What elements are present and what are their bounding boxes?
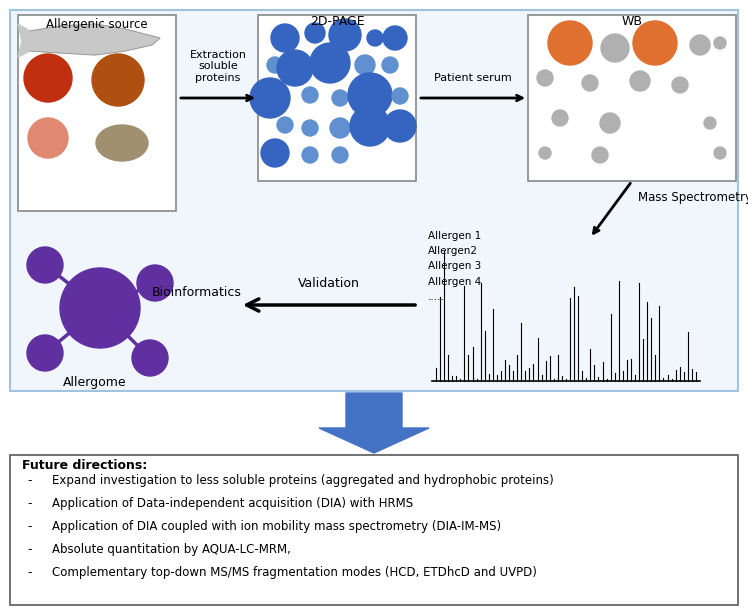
Circle shape	[332, 147, 348, 163]
Circle shape	[250, 78, 290, 118]
Text: Mass Spectrometry: Mass Spectrometry	[638, 191, 748, 205]
Text: Bioinformatics: Bioinformatics	[152, 286, 242, 300]
Circle shape	[383, 26, 407, 50]
Text: Allergome: Allergome	[63, 376, 127, 389]
Circle shape	[367, 30, 383, 46]
Circle shape	[261, 139, 289, 167]
Circle shape	[714, 147, 726, 159]
Circle shape	[305, 23, 325, 43]
Circle shape	[302, 147, 318, 163]
Circle shape	[672, 77, 688, 93]
Circle shape	[330, 118, 350, 138]
Text: -: -	[28, 497, 32, 510]
Circle shape	[271, 24, 299, 52]
Text: -: -	[28, 520, 32, 533]
Circle shape	[633, 21, 677, 65]
Polygon shape	[30, 24, 160, 55]
Circle shape	[310, 43, 350, 83]
Text: Future directions:: Future directions:	[22, 459, 147, 472]
Circle shape	[392, 88, 408, 104]
Text: -: -	[28, 566, 32, 579]
Text: Application of DIA coupled with ion mobility mass spectrometry (DIA-IM-MS): Application of DIA coupled with ion mobi…	[52, 520, 501, 533]
Circle shape	[350, 106, 390, 146]
Text: -: -	[28, 474, 32, 487]
Circle shape	[267, 57, 283, 73]
Text: Application of Data-independent acquisition (DIA) with HRMS: Application of Data-independent acquisit…	[52, 497, 413, 510]
Circle shape	[137, 265, 173, 301]
Circle shape	[332, 90, 348, 106]
Circle shape	[382, 57, 398, 73]
Circle shape	[539, 147, 551, 159]
FancyBboxPatch shape	[528, 15, 736, 181]
FancyBboxPatch shape	[10, 10, 738, 391]
Polygon shape	[319, 393, 429, 453]
Circle shape	[600, 113, 620, 133]
Circle shape	[355, 55, 375, 75]
FancyBboxPatch shape	[10, 455, 738, 605]
Text: Expand investigation to less soluble proteins (aggregated and hydrophobic protei: Expand investigation to less soluble pro…	[52, 474, 554, 487]
Circle shape	[548, 21, 592, 65]
Text: Validation: Validation	[298, 277, 360, 290]
Text: Absolute quantitation by AQUA-LC-MRM,: Absolute quantitation by AQUA-LC-MRM,	[52, 543, 291, 556]
Circle shape	[302, 87, 318, 103]
Circle shape	[277, 117, 293, 133]
Circle shape	[630, 71, 650, 91]
FancyBboxPatch shape	[18, 15, 176, 211]
Circle shape	[601, 34, 629, 62]
Circle shape	[690, 35, 710, 55]
Circle shape	[552, 110, 568, 126]
Text: Complementary top-down MS/MS fragmentation modes (HCD, ETDhcD and UVPD): Complementary top-down MS/MS fragmentati…	[52, 566, 537, 579]
Circle shape	[329, 19, 361, 51]
Circle shape	[27, 335, 63, 371]
Text: WB: WB	[622, 15, 643, 28]
Text: Allergenic source: Allergenic source	[46, 18, 148, 31]
Text: 2D-PAGE: 2D-PAGE	[310, 15, 364, 28]
Text: Extraction
soluble
proteins: Extraction soluble proteins	[189, 50, 247, 83]
Circle shape	[132, 340, 168, 376]
Circle shape	[302, 120, 318, 136]
Circle shape	[27, 247, 63, 283]
Text: Patient serum: Patient serum	[434, 73, 512, 83]
Circle shape	[92, 54, 144, 106]
Ellipse shape	[96, 125, 148, 161]
Circle shape	[60, 268, 140, 348]
Circle shape	[277, 50, 313, 86]
Text: -: -	[28, 543, 32, 556]
Text: Allergen 1
Allergen2
Allergen 3
Allergen 4
.....: Allergen 1 Allergen2 Allergen 3 Allergen…	[428, 231, 481, 302]
Circle shape	[582, 75, 598, 91]
Circle shape	[348, 73, 392, 117]
Circle shape	[704, 117, 716, 129]
Circle shape	[537, 70, 553, 86]
Circle shape	[714, 37, 726, 49]
Circle shape	[28, 118, 68, 158]
Circle shape	[592, 147, 608, 163]
Circle shape	[24, 54, 72, 102]
Circle shape	[384, 110, 416, 142]
Polygon shape	[18, 24, 30, 57]
FancyBboxPatch shape	[258, 15, 416, 181]
